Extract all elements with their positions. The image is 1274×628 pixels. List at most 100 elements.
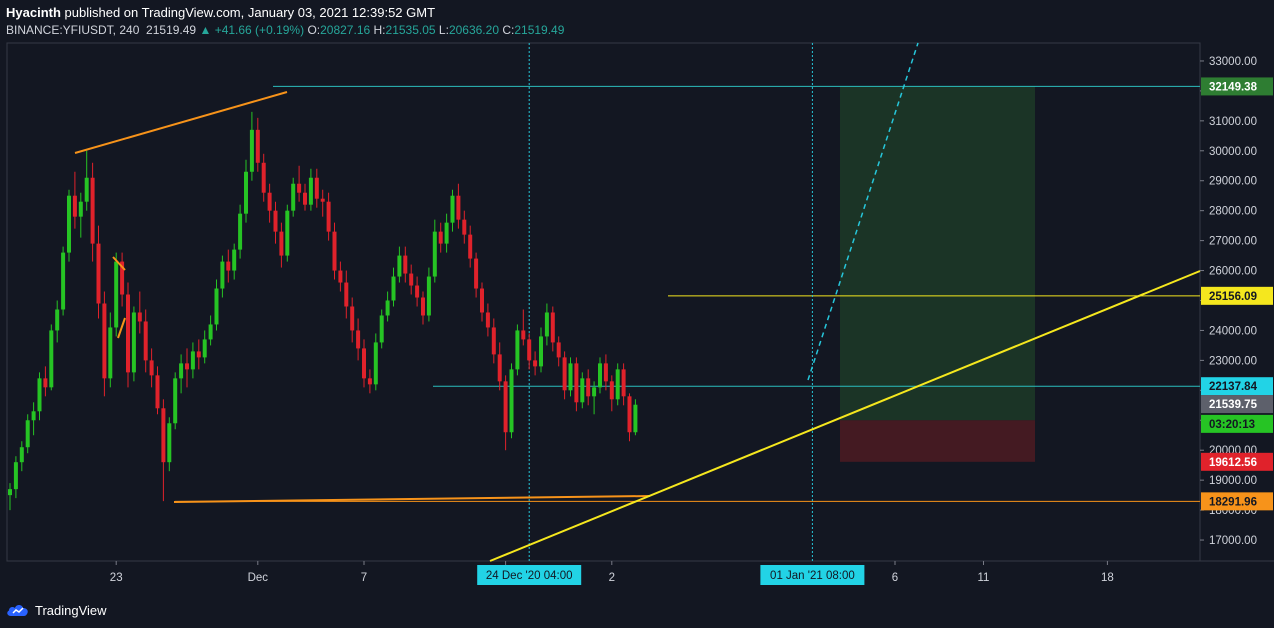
candle-body [131,312,136,373]
price-change: +41.66 (+0.19%) [214,23,305,37]
tradingview-logo[interactable]: TradingView [6,602,107,618]
candle-body [96,243,101,304]
candle-body [279,231,284,256]
candle-body [291,183,296,211]
mid-level-price-tag-bg [1201,377,1273,396]
candle-body [214,288,219,325]
candle-body [450,195,455,223]
price-chart[interactable]: 17000.0018000.0019000.0020000.0021000.00… [0,0,1274,592]
symbol-name[interactable]: BINANCE:YFIUSDT, 240 [6,23,140,37]
mid-level-price-tag: 22137.84 [1209,381,1258,393]
candle-body [362,348,366,379]
close-label: C: [502,23,515,37]
candle-body [485,312,490,328]
trendlines[interactable] [74,42,1201,562]
candle-body [13,462,18,490]
candle-body [432,231,437,277]
candle-body [462,219,467,235]
candle-body [255,129,260,163]
price-tick-label: 23000.00 [1209,355,1257,367]
candle-body [173,378,178,424]
candle-body [438,231,443,244]
candle-body [67,195,71,253]
resistance-price-tag: 25156.09 [1209,291,1257,303]
time-marker-tag [760,565,865,585]
candle-body [379,315,384,343]
candle-body [598,363,602,388]
candle-body [126,294,130,373]
time-tick-label: 6 [892,572,898,584]
low-label: L: [438,23,449,37]
last-price-tag-bg [1201,395,1273,414]
time-tick-label: 7 [361,572,367,584]
candle-body [373,342,378,385]
candle-body [190,351,195,370]
price-tick-label: 31000.00 [1209,116,1257,128]
time-marker-tag [477,565,582,585]
candle-body [444,222,449,244]
candle-body [550,312,555,343]
candle-body [149,360,154,376]
position-zones[interactable] [840,86,1035,462]
flag-line-bottom [117,317,126,339]
candle-body [586,378,591,397]
candle-body [539,336,543,367]
candle-body [31,411,36,421]
countdown-tag-bg [1201,414,1273,433]
candle-body [609,381,614,400]
flag-line-top [112,256,126,271]
candle-body [72,195,77,217]
candle-body [84,177,89,202]
candle-body [332,231,337,271]
target-price-tag: 32149.38 [1209,81,1258,93]
candle-body [562,357,567,391]
close-value: 21519.49 [514,23,565,37]
open-label: O: [307,23,321,37]
candle-body [480,288,484,313]
time-marker-label: 01 Jan '21 08:00 [770,570,855,582]
target-price-tag-bg [1201,77,1273,96]
footer: TradingView [0,592,1274,628]
candle-body [568,363,573,391]
candle-body [544,312,549,337]
low-value: 20636.20 [448,23,499,37]
candle-body [267,192,272,211]
candle-body [43,378,48,388]
candle-body [474,258,479,289]
price-tick-label: 19000.00 [1209,475,1257,487]
candle-body [179,363,184,379]
candle-body [120,261,125,295]
candle-body [391,276,396,301]
candle-body [285,210,290,256]
price-axis-tags: 32149.38 25156.09 22137.84 21539.75 03:20:13… [1201,77,1273,511]
candle-body [102,303,107,379]
candle-body [273,210,278,232]
support-price-tag: 18291.96 [1209,496,1257,508]
candle-body [397,255,402,277]
candles [8,111,638,511]
last-price: 21519.49 [146,23,197,37]
candle-body [320,198,325,202]
high-value: 21535.05 [385,23,436,37]
price-tick-label: 33000.00 [1209,56,1257,68]
candle-body [603,363,608,382]
price-tick-label: 28000.00 [1209,206,1257,218]
horizontal-levels[interactable] [175,85,1200,502]
candle-body [527,339,532,361]
candle-body [456,195,461,220]
price-tick-label: 29000.00 [1209,176,1257,188]
author-name[interactable]: Hyacinth [6,5,61,20]
candle-body [37,378,42,412]
symbol-info: BINANCE:YFIUSDT, 240 21519.49 ▲ +41.66 (… [6,23,564,37]
candle-body [491,327,496,355]
candle-body [509,369,514,433]
candle-body [421,297,425,316]
candle-body [78,201,83,217]
tradingview-cloud-icon [7,605,28,616]
candle-body [220,261,225,289]
candle-body [350,306,355,331]
candle-body [19,447,24,463]
candle-body [244,171,248,214]
candle-body [297,183,302,193]
